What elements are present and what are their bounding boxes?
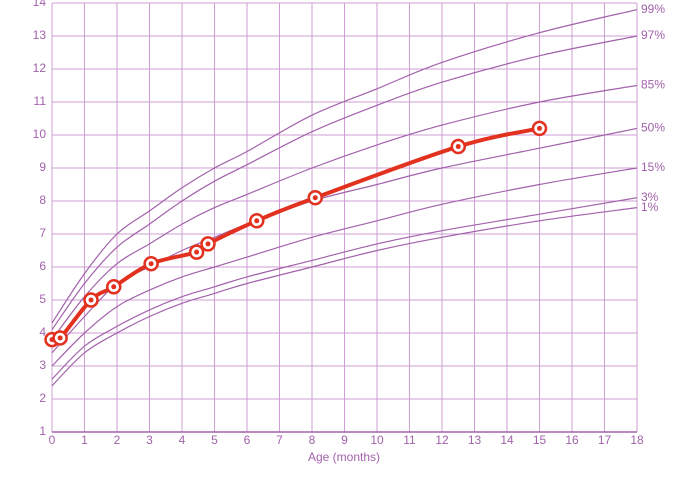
measurement-dot [537,125,542,131]
measurement-line [51,126,540,344]
x-tick-label: 12 [435,433,449,447]
measurement-dot [455,144,461,150]
percentile-curve [51,9,638,324]
y-tick-label: 14 [33,0,47,9]
x-tick-label: 9 [341,433,348,447]
y-tick-label: 4 [39,325,46,339]
x-tick-label: 4 [179,433,186,447]
x-tick-label: 7 [276,433,283,447]
percentile-label: 50% [641,121,665,135]
percentile-curve [51,35,638,331]
percentile-curve [51,167,638,367]
measurement-dot [254,218,260,224]
y-tick-label: 5 [39,292,46,306]
measurement-dot [312,195,318,201]
percentile-curve [51,207,638,387]
y-tick-label: 2 [39,391,46,405]
percentile-label: 3% [641,190,659,204]
measurement-dot [148,261,154,267]
x-tick-label: 3 [146,433,153,447]
x-tick-label: 8 [309,433,316,447]
percentile-curve [51,197,638,380]
x-tick-label: 15 [533,433,547,447]
measurement-dot [111,284,117,290]
x-tick-label: 6 [244,433,251,447]
y-tick-label: 9 [39,160,46,174]
y-tick-label: 8 [39,193,46,207]
x-tick-label: 5 [211,433,218,447]
y-tick-label: 12 [33,61,47,75]
x-axis-label: Age (months) [308,450,380,464]
percentile-label: 97% [641,28,665,42]
y-tick-label: 3 [39,358,46,372]
y-tick-label: 7 [39,226,46,240]
x-tick-label: 0 [49,433,56,447]
x-tick-label: 17 [598,433,612,447]
x-tick-label: 2 [114,433,121,447]
x-tick-label: 13 [468,433,482,447]
y-tick-label: 13 [33,28,47,42]
percentile-label: 15% [641,160,665,174]
y-tick-label: 11 [34,94,47,108]
measurement-dot [194,249,200,255]
percentile-label: 99% [641,2,665,16]
x-tick-label: 1 [81,433,88,447]
percentile-curve [51,84,638,340]
x-tick-label: 11 [403,433,416,447]
percentile-label: 85% [641,78,665,92]
percentile-label: 1% [641,200,659,214]
measurement-dot [57,335,63,341]
measurement-dot [88,297,94,303]
y-tick-label: 10 [33,127,47,141]
x-tick-label: 16 [565,433,579,447]
x-tick-label: 10 [370,433,384,447]
x-tick-label: 14 [500,433,514,447]
measurement-dot [205,241,211,247]
y-tick-label: 1 [39,424,46,438]
x-tick-label: 18 [630,433,644,447]
y-tick-label: 6 [39,259,46,273]
